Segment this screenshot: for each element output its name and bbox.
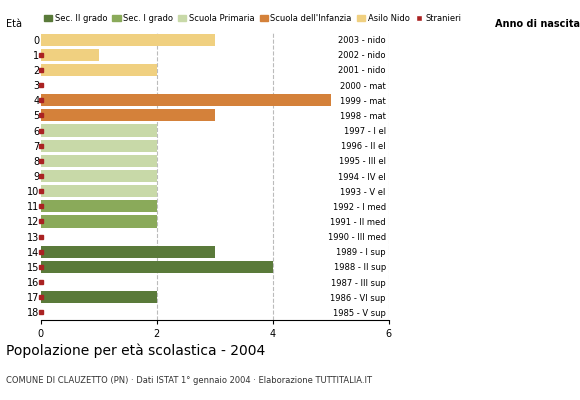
Bar (41, 246, 215, 258)
Bar (41, 155, 157, 167)
Bar (41, 124, 157, 136)
Bar (41, 64, 157, 76)
Legend: Sec. II grado, Sec. I grado, Scuola Primaria, Scuola dell'Infanzia, Asilo Nido, : Sec. II grado, Sec. I grado, Scuola Prim… (41, 10, 465, 26)
Bar (41, 185, 157, 197)
Bar (41, 291, 157, 303)
Bar (41, 140, 157, 152)
Bar (41, 109, 215, 122)
Text: COMUNE DI CLAUZETTO (PN) · Dati ISTAT 1° gennaio 2004 · Elaborazione TUTTITALIA.: COMUNE DI CLAUZETTO (PN) · Dati ISTAT 1°… (6, 376, 372, 385)
Bar (41, 94, 331, 106)
Text: Popolazione per età scolastica - 2004: Popolazione per età scolastica - 2004 (6, 344, 265, 358)
Text: Anno di nascita: Anno di nascita (495, 19, 580, 29)
Bar (41, 170, 157, 182)
Bar (41, 49, 99, 61)
Bar (41, 216, 157, 228)
Bar (41, 200, 157, 212)
Bar (41, 34, 215, 46)
Bar (41, 261, 273, 273)
Text: Età: Età (6, 19, 22, 29)
